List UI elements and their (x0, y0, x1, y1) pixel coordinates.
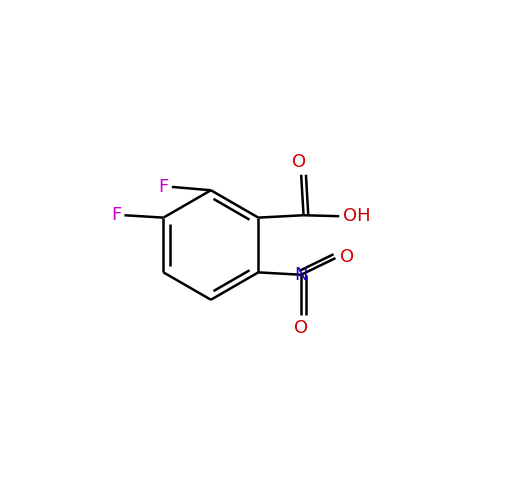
Text: O: O (294, 319, 308, 337)
Text: N: N (294, 266, 308, 284)
Text: OH: OH (343, 207, 371, 225)
Text: O: O (340, 247, 354, 266)
Text: F: F (111, 206, 121, 224)
Text: O: O (292, 153, 306, 171)
Text: F: F (159, 178, 169, 196)
